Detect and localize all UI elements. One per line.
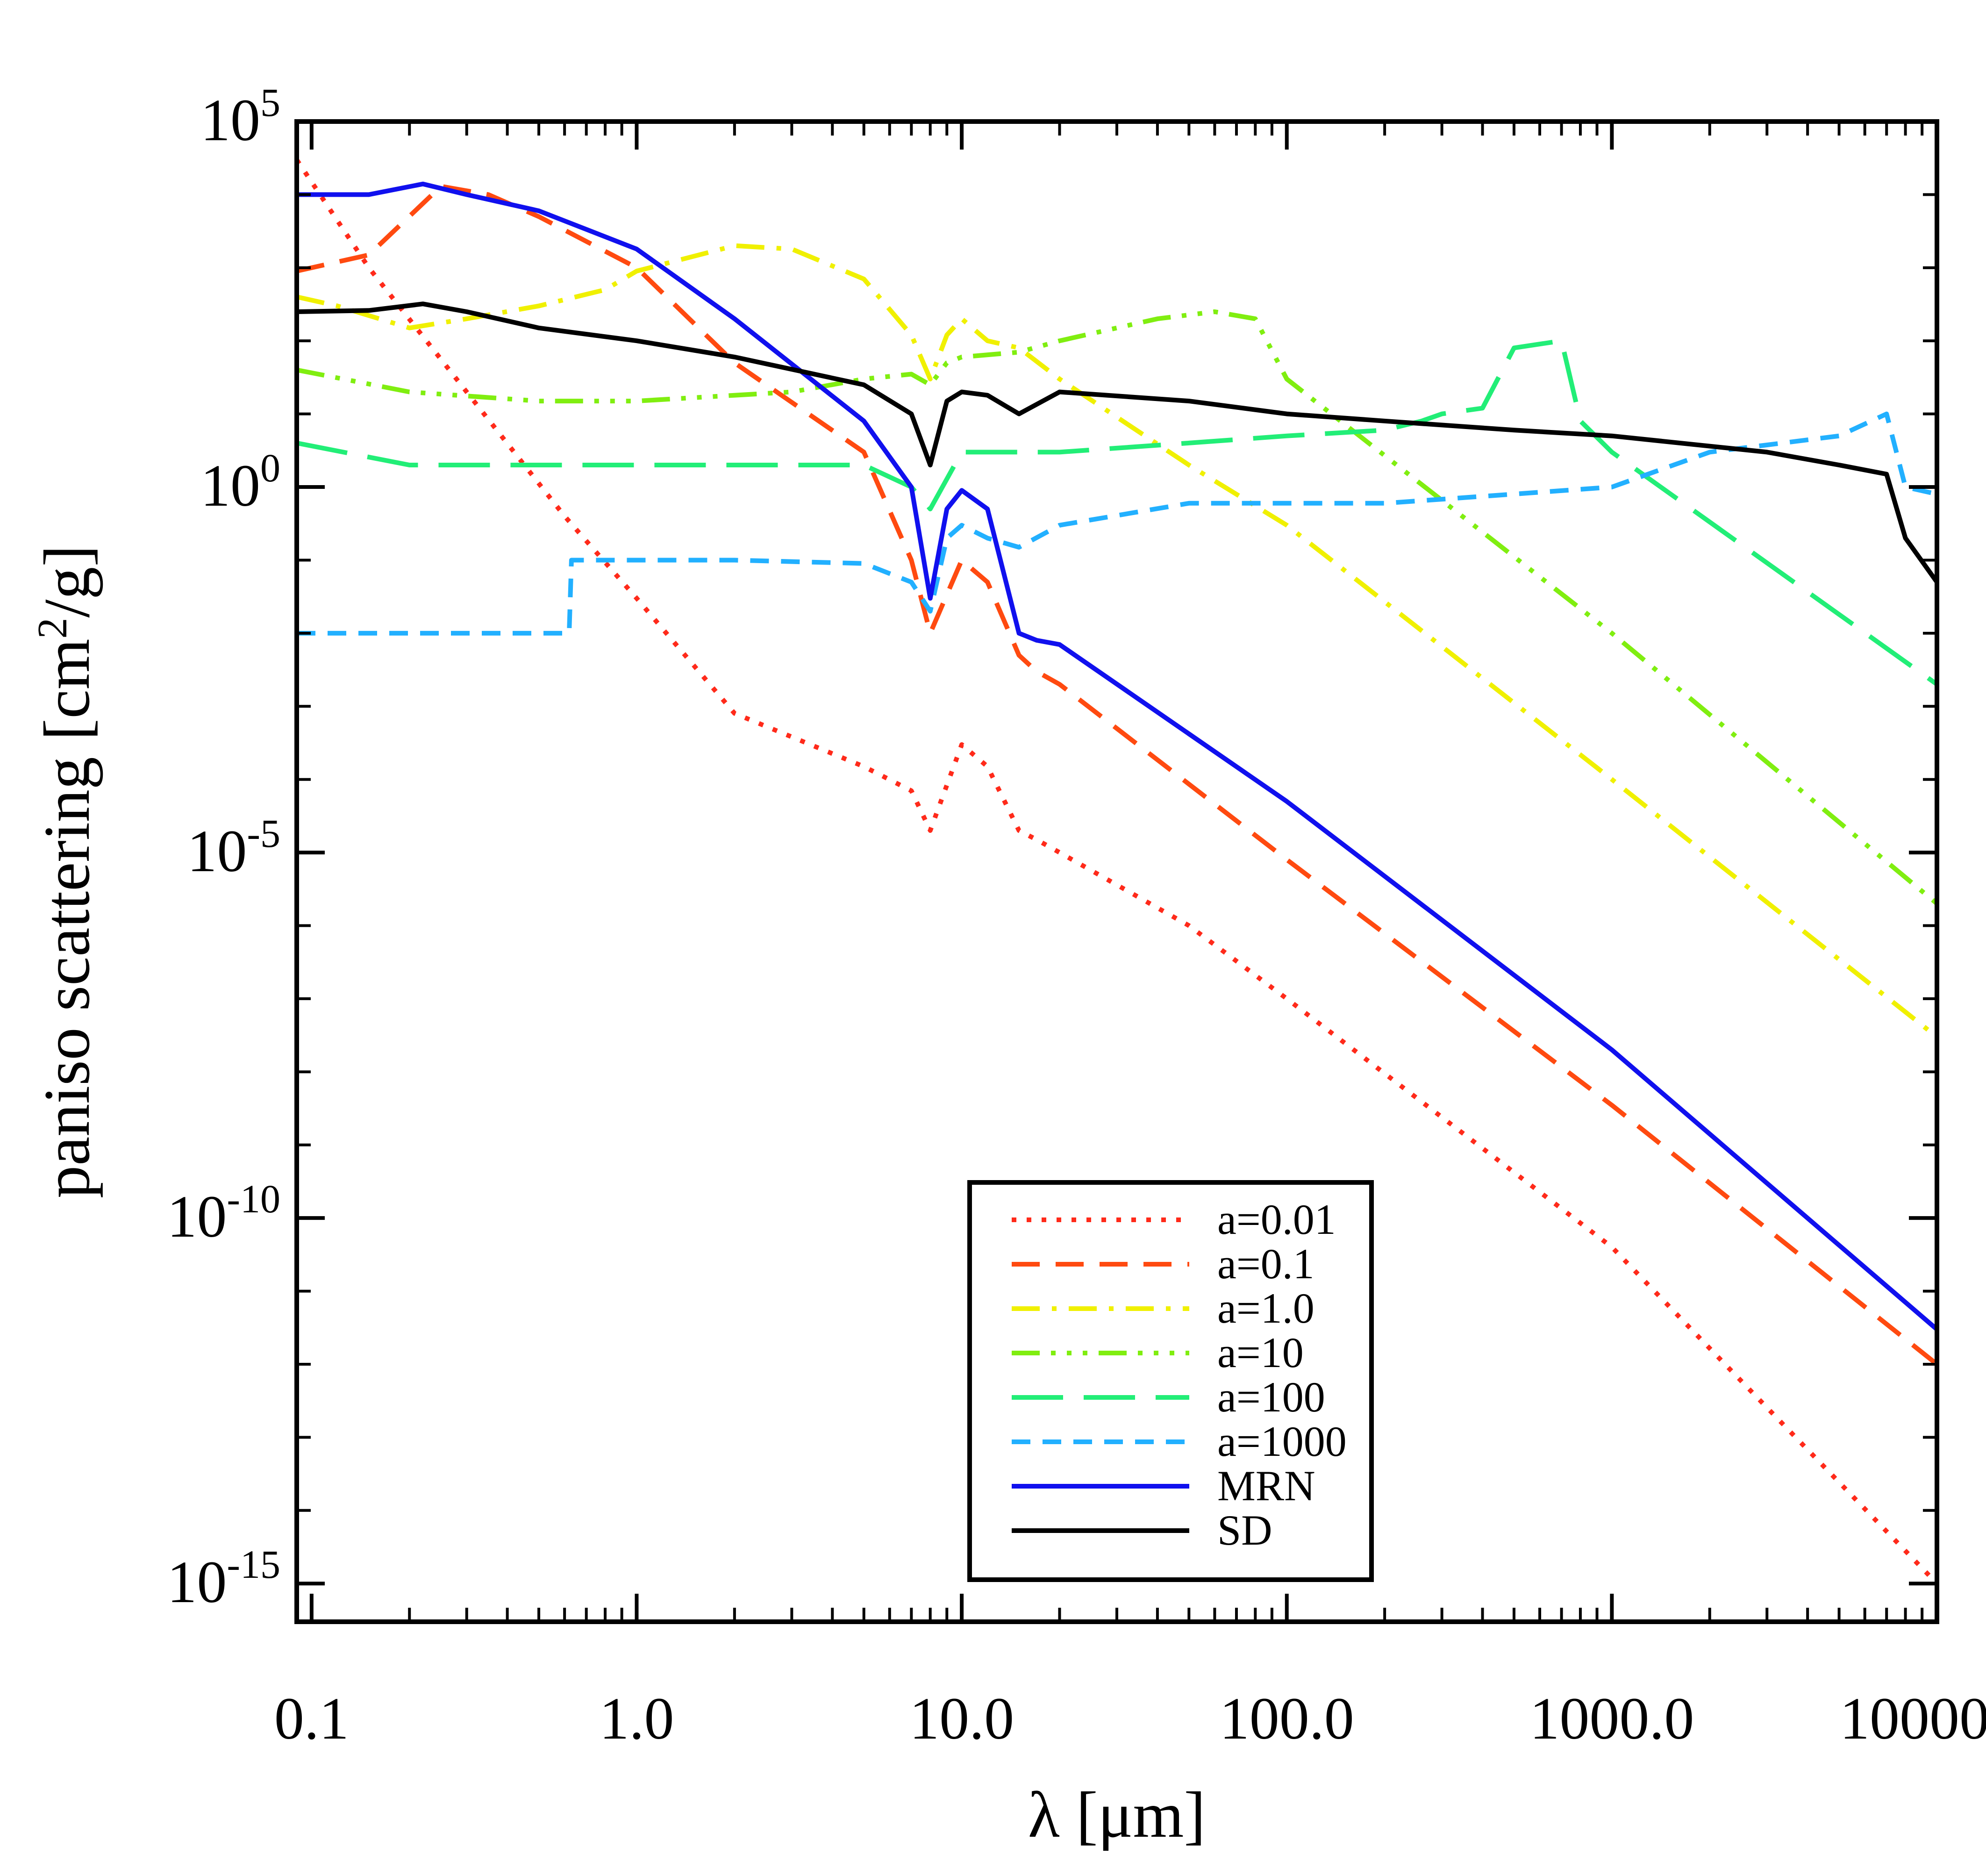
y-tick-label-base: 10 — [200, 452, 260, 519]
y-tick-label: 100 — [200, 445, 280, 519]
legend-label: a=10 — [1217, 1329, 1304, 1376]
series-line-a-1000 — [297, 411, 1938, 636]
x-tick-label: 10000.0 — [1840, 1685, 1986, 1752]
y-axis-title-main: paniso scattering [cm — [31, 639, 103, 1198]
y-tick-label: 10-15 — [167, 1542, 280, 1615]
series-line-a-100 — [296, 338, 1938, 687]
axis-ticks: 0.11.010.0100.01000.010000.010510010-510… — [167, 80, 1986, 1752]
y-tick-label: 10-5 — [187, 811, 280, 884]
legend-label: a=100 — [1217, 1373, 1325, 1421]
x-tick-label: 100.0 — [1220, 1685, 1354, 1752]
legend-label: a=1.0 — [1217, 1284, 1314, 1332]
y-axis-title-superscript: 2 — [29, 618, 76, 639]
y-tick-label-base: 10 — [187, 818, 247, 884]
plot-area — [294, 158, 1939, 1585]
series-line-sd — [296, 301, 1939, 584]
series-line-a-10 — [296, 309, 1939, 906]
y-tick-label-base: 10 — [200, 87, 260, 153]
series-line-a-0-01 — [294, 158, 1939, 1585]
legend-label: a=1000 — [1217, 1418, 1347, 1465]
series-line-mrn — [297, 181, 1939, 1332]
y-tick-label-base: 10 — [167, 1549, 227, 1615]
y-tick-label: 10-10 — [167, 1176, 280, 1250]
y-tick-label-exponent: -10 — [227, 1176, 280, 1221]
y-tick-label: 105 — [200, 80, 280, 153]
legend-label: MRN — [1217, 1462, 1315, 1510]
y-tick-label-exponent: -15 — [227, 1542, 280, 1587]
y-tick-label-exponent: 5 — [260, 80, 280, 125]
legend-box — [967, 1180, 1374, 1582]
x-tick-label: 1.0 — [599, 1685, 674, 1752]
y-tick-label-exponent: -5 — [247, 811, 280, 856]
series-line-a-1-0 — [296, 243, 1939, 1039]
x-tick-label: 10.0 — [909, 1685, 1014, 1752]
legend-label: a=0.01 — [1217, 1196, 1336, 1243]
y-axis-title: paniso scattering [cm2/g] — [29, 545, 103, 1198]
legend-label: SD — [1217, 1506, 1272, 1554]
x-tick-label: 0.1 — [274, 1685, 349, 1752]
x-axis-title: λ [μm] — [1028, 1779, 1206, 1851]
y-tick-label-exponent: 0 — [260, 445, 280, 490]
legend-label: a=0.1 — [1217, 1240, 1314, 1288]
y-axis-title-end: /g] — [31, 545, 103, 618]
series-line-a-0-1 — [296, 184, 1939, 1366]
y-tick-label-base: 10 — [167, 1183, 227, 1250]
x-tick-label: 1000.0 — [1529, 1685, 1694, 1752]
